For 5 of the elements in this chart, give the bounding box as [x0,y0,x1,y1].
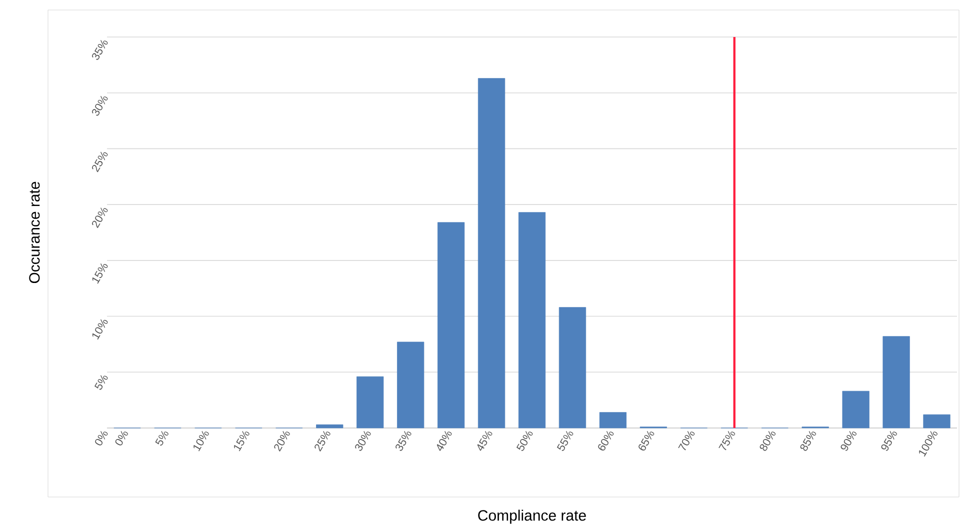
x-axis-title: Compliance rate [478,510,586,524]
y-axis-title: Occurance rate [29,182,40,284]
x-tick-label: 5% [155,430,168,446]
x-tick-label: 0% [115,430,128,446]
y-tick-label: 5% [94,375,108,390]
